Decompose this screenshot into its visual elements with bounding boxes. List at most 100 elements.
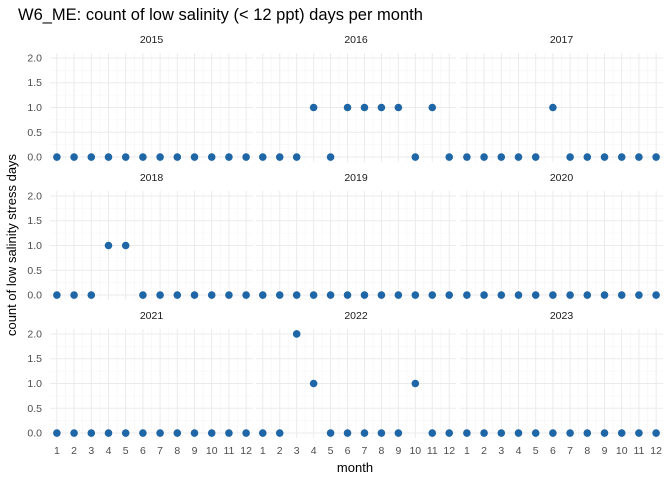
data-point	[173, 153, 182, 161]
data-point	[497, 291, 506, 299]
x-tick-label: 8	[584, 445, 590, 457]
y-tick-label: 1.0	[27, 378, 42, 390]
data-point	[549, 429, 557, 437]
data-point	[275, 291, 284, 299]
y-tick-label: 1.5	[27, 215, 42, 227]
y-tick-label: 0.0	[27, 152, 42, 164]
data-point	[258, 291, 267, 299]
data-point	[190, 291, 199, 299]
data-point	[104, 153, 113, 161]
data-point	[70, 153, 78, 161]
x-tick-label: 1	[464, 445, 470, 457]
data-point	[411, 291, 420, 299]
facet-label-2021: 2021	[140, 310, 164, 322]
x-tick-label: 4	[516, 445, 522, 457]
data-point	[600, 291, 609, 299]
data-point	[497, 153, 506, 161]
x-tick-label: 12	[650, 445, 662, 457]
facet-panels: 2015 0.0 0.5 1.0 1.5 2.0 2016 2017 2018 0.0 0.5 1.0…	[27, 34, 663, 457]
x-tick-label: 2	[277, 445, 283, 457]
data-point	[497, 429, 506, 437]
data-point	[635, 153, 643, 161]
data-point	[566, 153, 574, 161]
data-point	[258, 153, 267, 161]
facet-panel-2018: 2018 0.0 0.5 1.0 1.5 2.0	[27, 172, 253, 302]
facet-label-2015: 2015	[140, 34, 164, 46]
data-point	[531, 429, 540, 437]
x-tick-label: 11	[427, 445, 438, 457]
data-point	[225, 429, 233, 437]
data-point	[394, 429, 403, 437]
facet-label-2016: 2016	[344, 34, 368, 46]
data-point	[343, 291, 352, 299]
x-tick-label: 4	[106, 445, 112, 457]
x-tick-label: 8	[379, 445, 385, 457]
data-point	[53, 153, 61, 161]
facet-label-2019: 2019	[344, 172, 368, 184]
data-point	[583, 429, 592, 437]
data-point	[139, 291, 147, 299]
data-point	[121, 429, 130, 437]
data-point	[360, 291, 369, 299]
data-point	[53, 429, 61, 437]
data-point	[326, 291, 335, 299]
data-point	[104, 241, 113, 250]
data-point	[480, 153, 488, 161]
facet-label-2022: 2022	[344, 310, 368, 322]
x-tick-label: 2	[481, 445, 487, 457]
facet-label-2017: 2017	[550, 34, 574, 46]
data-point	[377, 103, 386, 112]
data-point	[121, 153, 130, 161]
data-point	[600, 153, 609, 161]
data-point	[617, 291, 626, 299]
data-point	[428, 291, 437, 299]
x-tick-label: 1	[54, 445, 60, 457]
data-point	[343, 429, 352, 437]
x-tick-label: 7	[567, 445, 573, 457]
data-point	[242, 291, 250, 299]
x-tick-label: 7	[362, 445, 368, 457]
data-point	[428, 429, 437, 437]
data-point	[156, 153, 164, 161]
data-point	[531, 153, 540, 161]
data-point	[242, 429, 250, 437]
data-point	[617, 153, 626, 161]
data-point	[87, 153, 96, 161]
x-tick-label: 9	[395, 445, 401, 457]
x-tick-label: 9	[602, 445, 608, 457]
x-tick-label: 2	[71, 445, 77, 457]
data-point	[275, 429, 284, 437]
data-point	[207, 291, 216, 299]
y-tick-label: 1.0	[27, 240, 42, 252]
x-tick-label: 10	[409, 445, 421, 457]
data-point	[326, 429, 335, 437]
data-point	[652, 153, 660, 161]
data-point	[583, 153, 592, 161]
data-point	[514, 153, 523, 161]
data-point	[360, 429, 369, 437]
data-point	[617, 429, 626, 437]
data-point	[514, 291, 523, 299]
x-tick-label: 4	[311, 445, 317, 457]
facet-panel-2020: 2020	[460, 172, 663, 300]
data-point	[394, 291, 403, 299]
data-point	[292, 330, 301, 338]
data-point	[445, 153, 454, 161]
x-tick-label: 3	[88, 445, 94, 457]
x-tick-label: 10	[206, 445, 218, 457]
data-point	[53, 291, 61, 299]
x-tick-label: 7	[157, 445, 163, 457]
data-point	[411, 379, 420, 388]
data-point	[377, 291, 386, 299]
data-point	[428, 103, 437, 112]
data-point	[394, 103, 403, 112]
y-tick-label: 1.5	[27, 353, 42, 365]
data-point	[463, 291, 471, 299]
data-point	[583, 291, 592, 299]
y-axis-label: count of low salinity stress days	[4, 153, 19, 336]
data-point	[139, 153, 147, 161]
data-point	[275, 153, 284, 161]
data-point	[258, 429, 267, 437]
data-point	[173, 291, 182, 299]
